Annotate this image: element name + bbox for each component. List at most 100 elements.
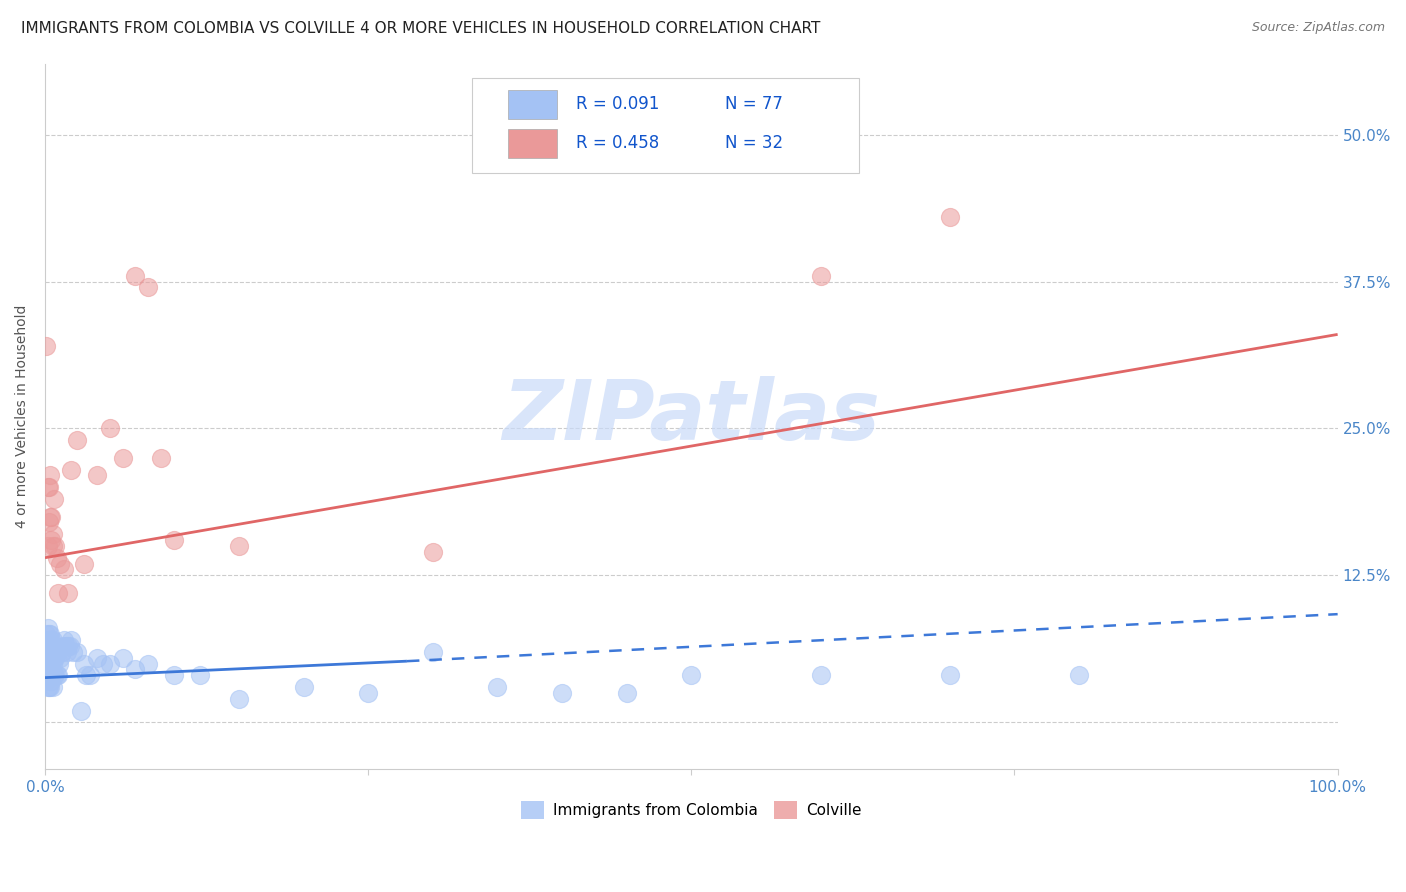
- Point: [810, 268, 832, 283]
- Point: [39, 509, 62, 524]
- Point: [86, 650, 108, 665]
- Point: [44, 650, 66, 665]
- Point: [939, 210, 962, 224]
- Text: N = 77: N = 77: [725, 95, 783, 113]
- Point: [810, 668, 832, 682]
- Point: [51, 645, 73, 659]
- Point: [292, 680, 315, 694]
- Point: [53, 562, 76, 576]
- Y-axis label: 4 or more Vehicles in Household: 4 or more Vehicles in Household: [15, 305, 30, 528]
- Point: [124, 662, 146, 676]
- Point: [37, 680, 59, 694]
- Point: [111, 650, 134, 665]
- Point: [42, 650, 65, 665]
- Text: R = 0.091: R = 0.091: [576, 95, 659, 113]
- Point: [39, 650, 62, 665]
- Point: [46, 645, 69, 659]
- FancyBboxPatch shape: [508, 128, 557, 158]
- Point: [45, 668, 67, 682]
- Point: [46, 586, 69, 600]
- Point: [111, 450, 134, 465]
- Point: [35, 339, 58, 353]
- Point: [49, 557, 72, 571]
- Point: [49, 650, 72, 665]
- Text: IMMIGRANTS FROM COLOMBIA VS COLVILLE 4 OR MORE VEHICLES IN HOUSEHOLD CORRELATION: IMMIGRANTS FROM COLOMBIA VS COLVILLE 4 O…: [21, 21, 821, 36]
- Point: [228, 691, 250, 706]
- Point: [188, 668, 211, 682]
- Point: [55, 639, 77, 653]
- Point: [42, 668, 65, 682]
- Point: [616, 686, 638, 700]
- Point: [41, 645, 63, 659]
- Point: [42, 527, 65, 541]
- Point: [41, 674, 63, 689]
- Point: [98, 657, 121, 671]
- Point: [150, 450, 173, 465]
- Point: [73, 557, 96, 571]
- Point: [42, 539, 65, 553]
- Point: [138, 280, 160, 294]
- Point: [58, 639, 80, 653]
- Text: Source: ZipAtlas.com: Source: ZipAtlas.com: [1251, 21, 1385, 34]
- Point: [681, 668, 703, 682]
- Point: [422, 645, 444, 659]
- Point: [228, 539, 250, 553]
- Point: [357, 686, 380, 700]
- Point: [70, 704, 93, 718]
- Point: [98, 421, 121, 435]
- Point: [124, 268, 146, 283]
- FancyBboxPatch shape: [508, 90, 557, 120]
- Point: [44, 639, 66, 653]
- Point: [39, 680, 62, 694]
- Point: [62, 645, 84, 659]
- Point: [138, 657, 160, 671]
- Point: [45, 550, 67, 565]
- Point: [58, 586, 80, 600]
- Point: [75, 668, 97, 682]
- Point: [35, 657, 58, 671]
- Point: [38, 627, 60, 641]
- Text: ZIPatlas: ZIPatlas: [502, 376, 880, 458]
- Point: [58, 639, 80, 653]
- Point: [35, 674, 58, 689]
- Point: [38, 668, 60, 682]
- Point: [42, 491, 65, 506]
- Point: [38, 650, 60, 665]
- Point: [39, 639, 62, 653]
- Point: [41, 533, 63, 547]
- Point: [42, 680, 65, 694]
- Point: [37, 668, 59, 682]
- Point: [37, 645, 59, 659]
- Point: [86, 468, 108, 483]
- Point: [35, 650, 58, 665]
- Point: [48, 657, 70, 671]
- Legend: Immigrants from Colombia, Colville: Immigrants from Colombia, Colville: [515, 796, 868, 825]
- Point: [46, 668, 69, 682]
- Point: [37, 539, 59, 553]
- Point: [52, 639, 75, 653]
- Point: [38, 480, 60, 494]
- Point: [38, 516, 60, 530]
- Point: [422, 545, 444, 559]
- Point: [41, 662, 63, 676]
- Point: [42, 645, 65, 659]
- Point: [73, 657, 96, 671]
- Point: [42, 639, 65, 653]
- Point: [37, 632, 59, 647]
- Point: [39, 468, 62, 483]
- Point: [66, 433, 89, 447]
- Point: [38, 639, 60, 653]
- Point: [551, 686, 574, 700]
- Text: N = 32: N = 32: [725, 135, 783, 153]
- Point: [37, 657, 59, 671]
- Point: [35, 639, 58, 653]
- Point: [53, 632, 76, 647]
- Point: [37, 480, 59, 494]
- Point: [163, 668, 186, 682]
- Point: [35, 645, 58, 659]
- Point: [39, 627, 62, 641]
- Point: [939, 668, 962, 682]
- Point: [59, 462, 82, 476]
- Point: [91, 657, 114, 671]
- Point: [41, 632, 63, 647]
